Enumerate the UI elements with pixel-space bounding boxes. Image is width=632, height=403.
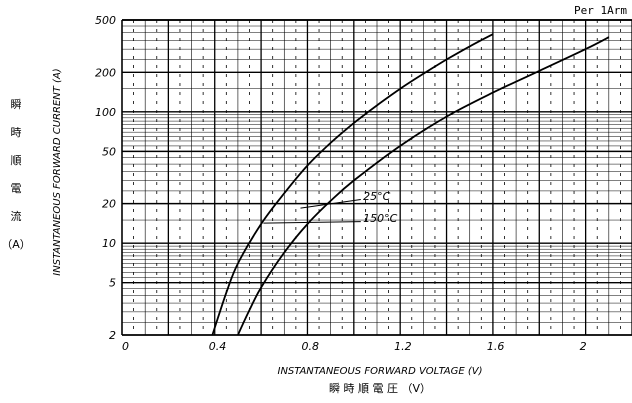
y-axis-label-jp-unit: （A） [1, 238, 31, 251]
y-tick-label: 2 [109, 329, 116, 342]
x-tick-label: 1.2 [394, 340, 412, 353]
axes [121, 19, 632, 336]
annotation-25c: 25°C [363, 190, 390, 203]
series-line-25c [211, 33, 494, 336]
x-axis-label-jp: 瞬 時 順 電 圧 （V） [329, 382, 431, 395]
x-axis-label: INSTANTANEOUS FORWARD VOLTAGE (V) [278, 366, 483, 377]
y-tick-label: 50 [102, 145, 116, 158]
labels: Per 1Arm INSTANTANEOUS FORWARD CURRENT (… [1, 4, 627, 395]
x-tick-label: 0.8 [301, 340, 319, 353]
grid [121, 19, 632, 336]
y-tick-label: 100 [95, 106, 116, 119]
x-tick-label: 0 [122, 340, 129, 353]
x-tick-label: 1.6 [487, 340, 505, 353]
y-tick-label: 200 [95, 66, 116, 79]
annotation-leader-25c [300, 199, 361, 209]
y-tick-label: 500 [95, 14, 116, 27]
x-tick-label: 2 [580, 340, 587, 353]
annotation-leader-150c [263, 221, 361, 224]
y-tick-label: 5 [109, 277, 116, 290]
y-tick-label: 20 [102, 198, 116, 211]
y-axis-label-jp-3: 順 [11, 154, 22, 167]
y-tick-label: 10 [102, 237, 116, 250]
y-axis-label-jp-1: 瞬 [11, 98, 22, 111]
annotation-150c: 150°C [363, 212, 397, 225]
x-tick-label: 0.4 [209, 340, 227, 353]
series-line-150c [237, 36, 610, 336]
corner-note: Per 1Arm [574, 4, 627, 17]
y-axis-label-jp-2: 時 [11, 126, 22, 139]
y-axis-label-jp-4: 電 [11, 182, 22, 195]
y-axis-label: INSTANTANEOUS FORWARD CURRENT (A) [52, 68, 63, 275]
y-axis-label-jp-5: 流 [11, 209, 22, 223]
series-group [211, 33, 610, 336]
